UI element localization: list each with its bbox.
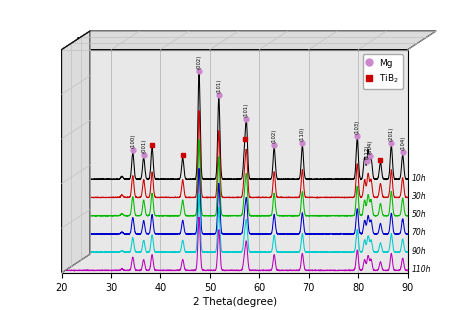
Text: (002): (002): [197, 55, 201, 69]
Text: 90h: 90h: [411, 247, 426, 256]
Text: (110): (110): [300, 126, 305, 141]
Text: (001): (001): [141, 139, 146, 153]
Text: (103): (103): [355, 119, 360, 134]
Text: (c): (c): [75, 38, 92, 47]
X-axis label: 2 Theta(degree): 2 Theta(degree): [192, 297, 277, 307]
Text: (104): (104): [400, 136, 405, 150]
Text: (004): (004): [367, 140, 372, 154]
Text: (100): (100): [130, 134, 135, 148]
Text: (102): (102): [272, 129, 277, 143]
Text: 10h: 10h: [411, 174, 426, 183]
Text: (112): (112): [364, 144, 369, 159]
Legend: Mg, TiB$_2$: Mg, TiB$_2$: [363, 54, 403, 89]
Text: 30h: 30h: [411, 192, 426, 201]
Text: (101): (101): [216, 78, 221, 93]
Text: (101): (101): [244, 103, 249, 117]
Text: 110h: 110h: [411, 265, 431, 274]
Text: (201): (201): [389, 126, 394, 141]
Text: 50h: 50h: [411, 210, 426, 219]
Text: 70h: 70h: [411, 228, 426, 237]
